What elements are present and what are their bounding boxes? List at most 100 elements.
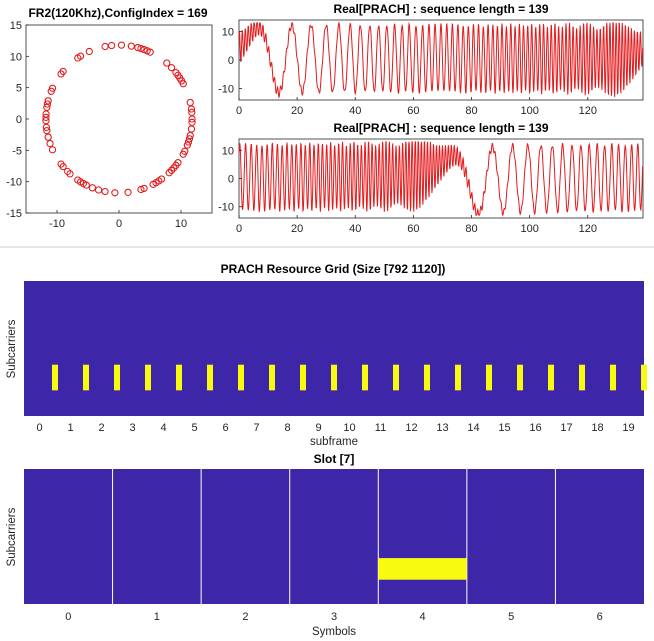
constellation-point <box>127 42 135 50</box>
resource-grid-occasions <box>52 364 647 391</box>
resource-grid-xticks: 0 1 2 3 4 5 6 7 8 9 10 11 12 13 14 15 16 17 18 19 <box>36 422 634 434</box>
resource-grid-xtick-label: 18 <box>591 422 603 434</box>
sequence-xtick-label: 100 <box>520 105 538 117</box>
sequence-xtick-label: 100 <box>520 223 538 235</box>
resource-grid-ylabel: Subcarriers <box>6 319 18 378</box>
constellation-point <box>134 44 142 52</box>
resource-grid-xtick-label: 12 <box>405 422 417 434</box>
constellation-axes <box>25 24 213 214</box>
sequence-ytick-label: 10 <box>222 26 234 38</box>
constellation-xtick-label: 0 <box>116 218 122 230</box>
prach-occasion <box>455 364 461 391</box>
constellation-point <box>42 117 50 125</box>
sequence-xtick-label: 120 <box>579 223 597 235</box>
constellation-point <box>101 187 109 196</box>
slot-xtick-label: 6 <box>597 611 603 623</box>
sequence-xtick-label: 60 <box>407 223 419 235</box>
sequence-1-xticks: 0 20 40 60 80 100 120 <box>236 97 597 117</box>
constellation-point <box>149 180 157 188</box>
constellation-point <box>168 166 176 174</box>
resource-grid-heatmap <box>24 281 644 416</box>
constellation-point <box>44 133 52 141</box>
slot-xtick-label: 4 <box>420 611 426 623</box>
constellation-ytick-label: -10 <box>6 177 22 189</box>
sequence-2-line <box>238 140 644 217</box>
constellation-point <box>111 189 119 197</box>
constellation-points <box>42 41 196 197</box>
constellation-ytick-label: 15 <box>10 20 22 32</box>
constellation-point <box>165 169 173 177</box>
constellation-point <box>185 135 193 143</box>
constellation-point <box>172 161 180 169</box>
prach-occasion <box>641 364 647 391</box>
constellation-point <box>140 46 148 54</box>
constellation-xticks: -10 0 10 <box>49 210 187 230</box>
resource-grid-xtick-label: 19 <box>622 422 634 434</box>
slot-heatmap <box>24 469 644 604</box>
sequence-ytick-label: 0 <box>228 55 234 67</box>
sequence-1-title: Real[PRACH] : sequence length = 139 <box>333 2 548 16</box>
constellation-point <box>42 113 50 121</box>
constellation-point <box>179 80 187 88</box>
prach-occasion <box>83 364 89 391</box>
constellation-ytick-label: -15 <box>6 208 22 220</box>
sequence-panel-1: Real[PRACH] : sequence length = 139 0 20 4… <box>218 2 644 117</box>
prach-occasion <box>269 364 275 391</box>
constellation-point <box>77 178 85 186</box>
slot-xticks: 0 1 2 3 4 5 6 <box>65 611 603 623</box>
resource-grid-xtick-label: 17 <box>560 422 572 434</box>
constellation-point <box>168 64 176 72</box>
constellation-point <box>188 115 196 123</box>
constellation-point <box>101 42 109 51</box>
constellation-point <box>137 44 145 53</box>
constellation-point <box>140 184 148 192</box>
constellation-point <box>124 188 132 196</box>
constellation-point <box>186 132 194 140</box>
constellation-point <box>158 175 166 183</box>
resource-grid-xtick-label: 16 <box>529 422 541 434</box>
prach-occasion <box>548 364 554 391</box>
resource-grid-xtick-label: 11 <box>375 422 386 434</box>
slot-xtick-label: 1 <box>154 611 160 623</box>
slot-title: Slot [7] <box>314 452 355 466</box>
prach-occasion <box>331 364 337 391</box>
resource-grid-xtick-label: 3 <box>129 422 135 434</box>
prach-occasion <box>52 364 58 391</box>
constellation-point <box>43 100 51 108</box>
resource-grid-xtick-label: 7 <box>253 422 259 434</box>
constellation-point <box>187 125 195 133</box>
sequence-ytick-label: -10 <box>218 202 234 214</box>
sequence-2-yticks: 10 0 -10 <box>218 145 242 214</box>
resource-grid-xlabel: subframe <box>310 436 358 448</box>
resource-grid-xtick-label: 9 <box>315 422 321 434</box>
constellation-point <box>64 167 72 176</box>
constellation-point <box>186 98 194 106</box>
resource-grid-xtick-label: 0 <box>36 422 42 434</box>
sequence-ytick-label: 10 <box>222 145 234 157</box>
constellation-point <box>48 146 57 154</box>
sequence-xtick-label: 80 <box>465 223 477 235</box>
constellation-point <box>57 160 65 168</box>
prach-occasion <box>238 364 244 391</box>
constellation-point <box>74 54 82 62</box>
sequence-xtick-label: 40 <box>349 223 361 235</box>
slot-marks <box>112 469 556 604</box>
slot-ylabel: Subcarriers <box>6 507 18 566</box>
sequence-xtick-label: 20 <box>291 105 303 117</box>
constellation-point <box>42 123 50 131</box>
sequence-xtick-label: 0 <box>236 223 242 235</box>
constellation-point <box>184 138 193 146</box>
prach-occasion <box>424 364 430 391</box>
sequence-ytick-label: -10 <box>218 84 234 96</box>
sequence-xtick-label: 40 <box>349 105 361 117</box>
prach-occasion <box>114 364 120 391</box>
prach-occasion <box>517 364 523 391</box>
constellation-point <box>183 141 191 149</box>
constellation-point <box>95 186 103 194</box>
resource-grid-xtick-label: 1 <box>67 422 73 434</box>
sequence-xtick-label: 20 <box>291 223 303 235</box>
sequence-ytick-label: 0 <box>228 174 234 186</box>
constellation-point <box>66 170 74 178</box>
slot-xtick-label: 0 <box>65 611 71 623</box>
